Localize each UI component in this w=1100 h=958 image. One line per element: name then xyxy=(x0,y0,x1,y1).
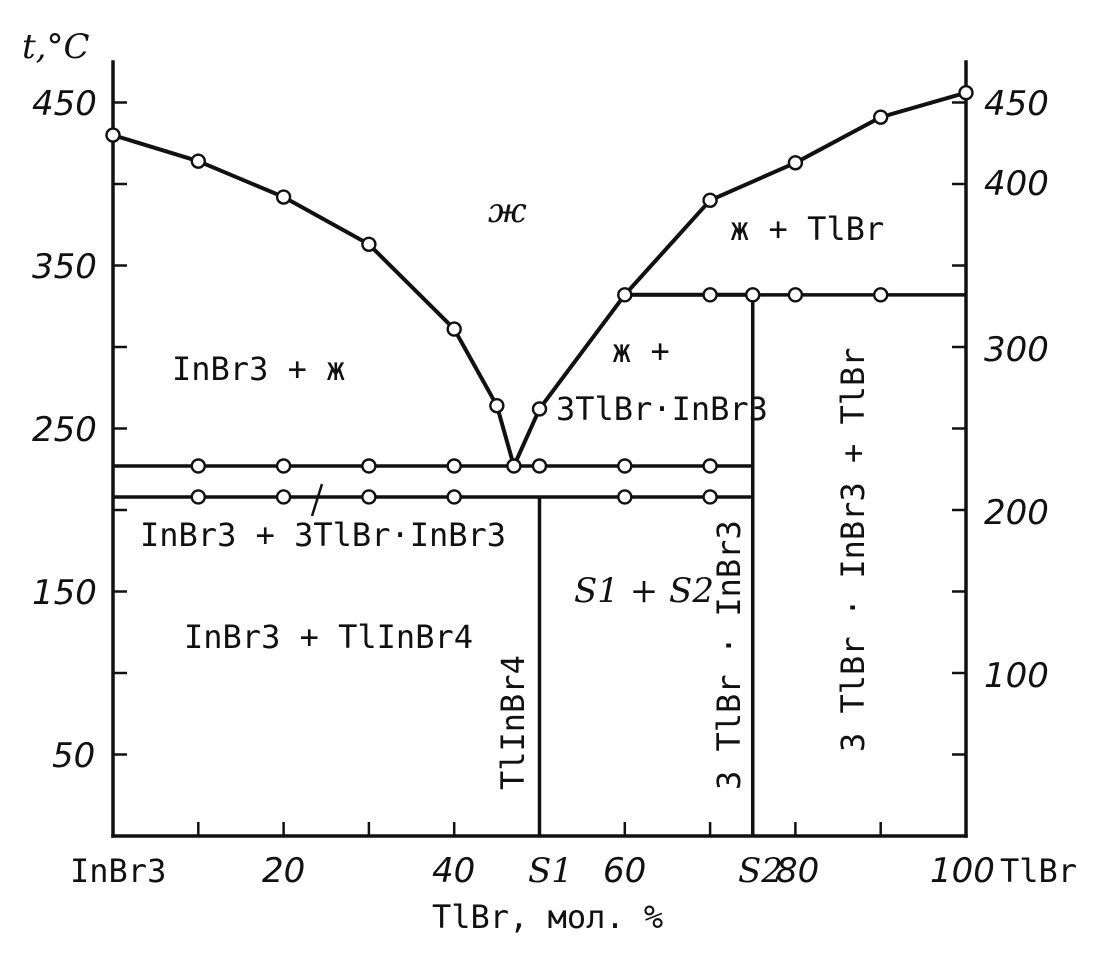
region-inbr3-liquid: InBr3 + ж xyxy=(172,350,345,388)
data-point xyxy=(787,155,804,171)
data-point xyxy=(190,153,207,169)
right-tick-label: 200 xyxy=(984,493,1049,533)
region-tlinbr4: TlInBr4 xyxy=(494,655,532,790)
data-point xyxy=(446,489,462,505)
x-tick-label: 40 xyxy=(432,851,475,891)
data-point xyxy=(446,321,462,337)
data-point xyxy=(531,401,548,417)
x-tick-label-inbr3: InBr3 xyxy=(70,852,166,890)
data-point xyxy=(617,489,633,505)
y-axis-label: t,°C xyxy=(22,27,90,67)
data-point xyxy=(617,287,633,303)
curve-liquidus-TlBr xyxy=(622,90,968,297)
x-tick-label: 60 xyxy=(603,851,646,891)
data-point xyxy=(190,489,207,505)
x-tick-label-s1: S1 xyxy=(528,851,573,891)
x-axis-label: TlBr, мол. % xyxy=(432,898,663,936)
left-tick-label: 150 xyxy=(32,573,97,613)
right-tick-label: 300 xyxy=(984,330,1049,370)
data-point xyxy=(873,287,889,303)
data-point xyxy=(617,458,633,474)
right-tick-label: 400 xyxy=(984,164,1049,204)
data-point xyxy=(702,489,718,505)
x-tick-label: 80 xyxy=(776,851,819,891)
data-point xyxy=(787,287,804,303)
x-tick-label: 100 xyxy=(930,851,995,891)
data-point xyxy=(275,189,292,205)
data-point xyxy=(361,458,377,474)
leader-line xyxy=(310,483,324,517)
region-liquid-compound-bottom: 3TlBr·InBr3 xyxy=(556,390,768,428)
data-point xyxy=(531,458,548,474)
data-point xyxy=(446,458,462,474)
curve-liquidus-3TlBr·InBr3 xyxy=(511,292,755,468)
region-liquid-tlbr: ж + TlBr xyxy=(730,210,884,248)
data-point xyxy=(873,109,889,125)
data-point xyxy=(275,489,292,505)
data-points xyxy=(105,85,974,505)
left-tick-label: 450 xyxy=(32,84,97,124)
region-inbr3-tlinbr4: InBr3 + TlInBr4 xyxy=(184,618,473,656)
data-point xyxy=(506,458,522,474)
data-point xyxy=(745,287,761,303)
region-inbr3-compound: InBr3 + 3TlBr·InBr3 xyxy=(140,516,506,554)
data-point xyxy=(958,85,974,101)
axis-ticks xyxy=(113,101,966,836)
region-compound: 3 TlBr · InBr3 xyxy=(710,520,748,790)
data-point xyxy=(702,458,718,474)
x-end-label: TlBr xyxy=(1000,852,1077,890)
data-point xyxy=(361,489,377,505)
data-point xyxy=(275,458,292,474)
x-tick-label: 20 xyxy=(262,851,305,891)
region-s1-s2: S1 + S2 xyxy=(574,571,714,611)
region-liquid: ж xyxy=(488,191,527,231)
data-point xyxy=(489,397,505,414)
data-point xyxy=(105,127,121,143)
data-point xyxy=(702,287,718,303)
right-tick-label: 100 xyxy=(984,656,1049,696)
region-compound-tlbr: 3 TlBr · InBr3 + TlBr xyxy=(834,347,872,752)
left-tick-label: 350 xyxy=(32,247,97,287)
data-point xyxy=(361,236,377,253)
data-point xyxy=(702,192,718,209)
left-tick-label: 250 xyxy=(32,410,97,450)
right-tick-label: 450 xyxy=(984,84,1049,124)
region-liquid-compound-top: ж + xyxy=(612,332,670,370)
x-tick-label-s2: S2 xyxy=(738,851,783,891)
curve-liquidus-InBr3 xyxy=(111,133,516,468)
data-point xyxy=(190,458,207,474)
left-tick-label: 50 xyxy=(52,736,95,776)
